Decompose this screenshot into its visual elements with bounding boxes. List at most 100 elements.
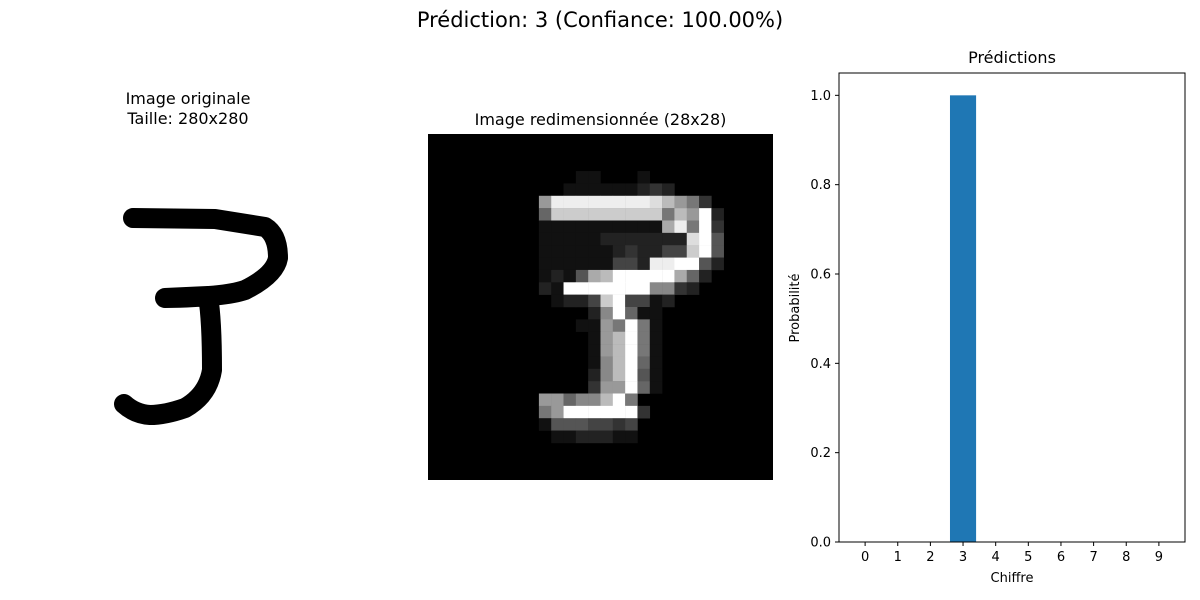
pixel [539, 208, 552, 221]
pixel [625, 381, 638, 394]
pixel [637, 332, 650, 345]
original-image-title: Image originale Taille: 280x280 [38, 89, 338, 129]
pixel [601, 245, 614, 258]
pixel [625, 344, 638, 357]
pixel [564, 233, 577, 246]
predictions-chart: Prédictions 0.0 0.2 0.4 0.6 0.8 1.0 0 1 2 3 4 5 6 7 8… [780, 40, 1200, 600]
figure-title: Prédiction: 3 (Confiance: 100.00%) [0, 8, 1200, 32]
pixel [662, 208, 675, 221]
pixel [588, 344, 601, 357]
pixel [588, 196, 601, 209]
pixel [601, 196, 614, 209]
pixel [551, 282, 564, 295]
pixel [588, 332, 601, 345]
pixel [564, 183, 577, 196]
pixel [588, 369, 601, 382]
pixel [650, 307, 663, 320]
pixel [687, 221, 700, 234]
pixel [539, 406, 552, 419]
pixel [576, 418, 589, 431]
pixel [539, 221, 552, 234]
pixel [576, 406, 589, 419]
bars-group [950, 95, 976, 542]
original-digit-drawing [100, 190, 300, 430]
x-tick-label: 7 [1089, 550, 1097, 565]
pixel [601, 394, 614, 407]
pixel [650, 245, 663, 258]
pixel [588, 270, 601, 283]
pixel [625, 245, 638, 258]
pixel [613, 258, 626, 271]
pixel [588, 431, 601, 444]
pixel [687, 270, 700, 283]
pixel [588, 406, 601, 419]
pixel [650, 344, 663, 357]
pixel [601, 381, 614, 394]
pixel [687, 245, 700, 258]
pixel [637, 233, 650, 246]
pixel [601, 307, 614, 320]
pixel [564, 295, 577, 308]
pixel [539, 258, 552, 271]
pixel [601, 406, 614, 419]
pixel [711, 245, 724, 258]
pixel [564, 394, 577, 407]
pixel [637, 369, 650, 382]
pixel [564, 196, 577, 209]
pixel [637, 258, 650, 271]
pixel [576, 394, 589, 407]
pixel [564, 245, 577, 258]
pixel [588, 245, 601, 258]
pixel [637, 221, 650, 234]
pixel [637, 295, 650, 308]
x-axis-ticks: 0 1 2 3 4 5 6 7 8 9 [861, 542, 1163, 565]
x-axis-label: Chiffre [991, 571, 1034, 586]
pixel [576, 171, 589, 184]
pixel [551, 233, 564, 246]
pixel [613, 356, 626, 369]
pixel [625, 233, 638, 246]
pixel [588, 319, 601, 332]
pixel [625, 196, 638, 209]
pixel [588, 208, 601, 221]
pixel [625, 258, 638, 271]
original-title-line1: Image originale [38, 89, 338, 109]
pixel [539, 233, 552, 246]
chart-title: Prédictions [968, 48, 1056, 67]
pixel [613, 245, 626, 258]
pixel [576, 208, 589, 221]
x-tick-label: 4 [992, 550, 1000, 565]
pixel [613, 270, 626, 283]
pixel [625, 221, 638, 234]
pixel [650, 183, 663, 196]
pixel [564, 406, 577, 419]
x-tick-label: 2 [926, 550, 934, 565]
pixel [601, 356, 614, 369]
pixel [625, 356, 638, 369]
pixel [662, 196, 675, 209]
pixel [625, 394, 638, 407]
pixel [551, 196, 564, 209]
pixel [576, 233, 589, 246]
pixel [613, 196, 626, 209]
pixel [613, 418, 626, 431]
pixel [662, 183, 675, 196]
pixel [576, 183, 589, 196]
pixel [588, 295, 601, 308]
pixel [699, 258, 712, 271]
pixel [588, 282, 601, 295]
pixel [576, 196, 589, 209]
pixel [650, 208, 663, 221]
pixel [601, 208, 614, 221]
pixel [576, 282, 589, 295]
pixel [551, 270, 564, 283]
pixel [699, 270, 712, 283]
pixel [613, 381, 626, 394]
pixel [625, 431, 638, 444]
y-tick-label: 0.6 [810, 268, 831, 283]
pixel [650, 233, 663, 246]
pixel [588, 418, 601, 431]
pixel [551, 245, 564, 258]
original-title-line2: Taille: 280x280 [38, 109, 338, 129]
pixel [613, 282, 626, 295]
